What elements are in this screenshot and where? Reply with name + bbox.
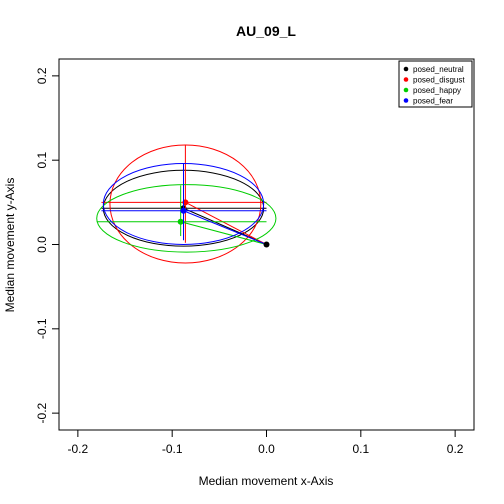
vector-posed_happy (180, 221, 267, 245)
legend-swatch-posed_fear (403, 98, 409, 103)
x-tick-label: -0.1 (162, 442, 183, 456)
x-tick-label: -0.2 (68, 442, 89, 456)
y-tick-label: -0.1 (35, 318, 49, 339)
legend-label-posed_happy: posed_happy (413, 86, 461, 95)
x-tick-label: 0.2 (447, 442, 464, 456)
y-tick-label: 0.0 (35, 236, 49, 253)
legend-swatch-posed_disgust (403, 77, 409, 82)
y-axis: -0.2 -0.1 0.0 0.1 0.2 (35, 67, 60, 423)
x-axis-label: Median movement x-Axis (199, 474, 334, 488)
legend: posed_neutral posed_disgustposed_happypos… (398, 60, 473, 108)
x-tick-label: 0.0 (258, 442, 275, 456)
vector-posed_fear (183, 210, 267, 245)
legend-label-posed_neutral: posed_neutral (413, 65, 464, 74)
vector-posed_disgust (185, 201, 267, 245)
legend-label-posed_disgust: posed_disgust (413, 76, 465, 85)
median-point-posed_happy (177, 218, 184, 225)
chart-title: AU_09_L (236, 23, 296, 39)
x-tick-label: 0.1 (352, 442, 369, 456)
legend-swatch-posed_neutral (403, 66, 409, 72)
series-posed_happy (96, 184, 277, 253)
median-point-posed_fear (180, 207, 187, 214)
origin-point (263, 241, 270, 248)
legend-swatch-posed_happy (403, 87, 409, 93)
series-posed_fear (101, 163, 267, 245)
legend-label-posed_fear: posed_fear (413, 97, 453, 106)
ellipse-posed_fear (102, 163, 265, 245)
y-tick-label: -0.2 (35, 402, 49, 423)
x-axis: -0.2 -0.1 0.0 0.1 0.2 (68, 429, 464, 456)
y-tick-label: 0.1 (35, 152, 49, 169)
ellipse-posed_happy (96, 184, 277, 253)
y-tick-label: 0.2 (35, 67, 49, 84)
legend-box (398, 60, 473, 108)
y-axis-label: Median movement y-Axis (3, 178, 17, 313)
series-layer (96, 144, 277, 264)
